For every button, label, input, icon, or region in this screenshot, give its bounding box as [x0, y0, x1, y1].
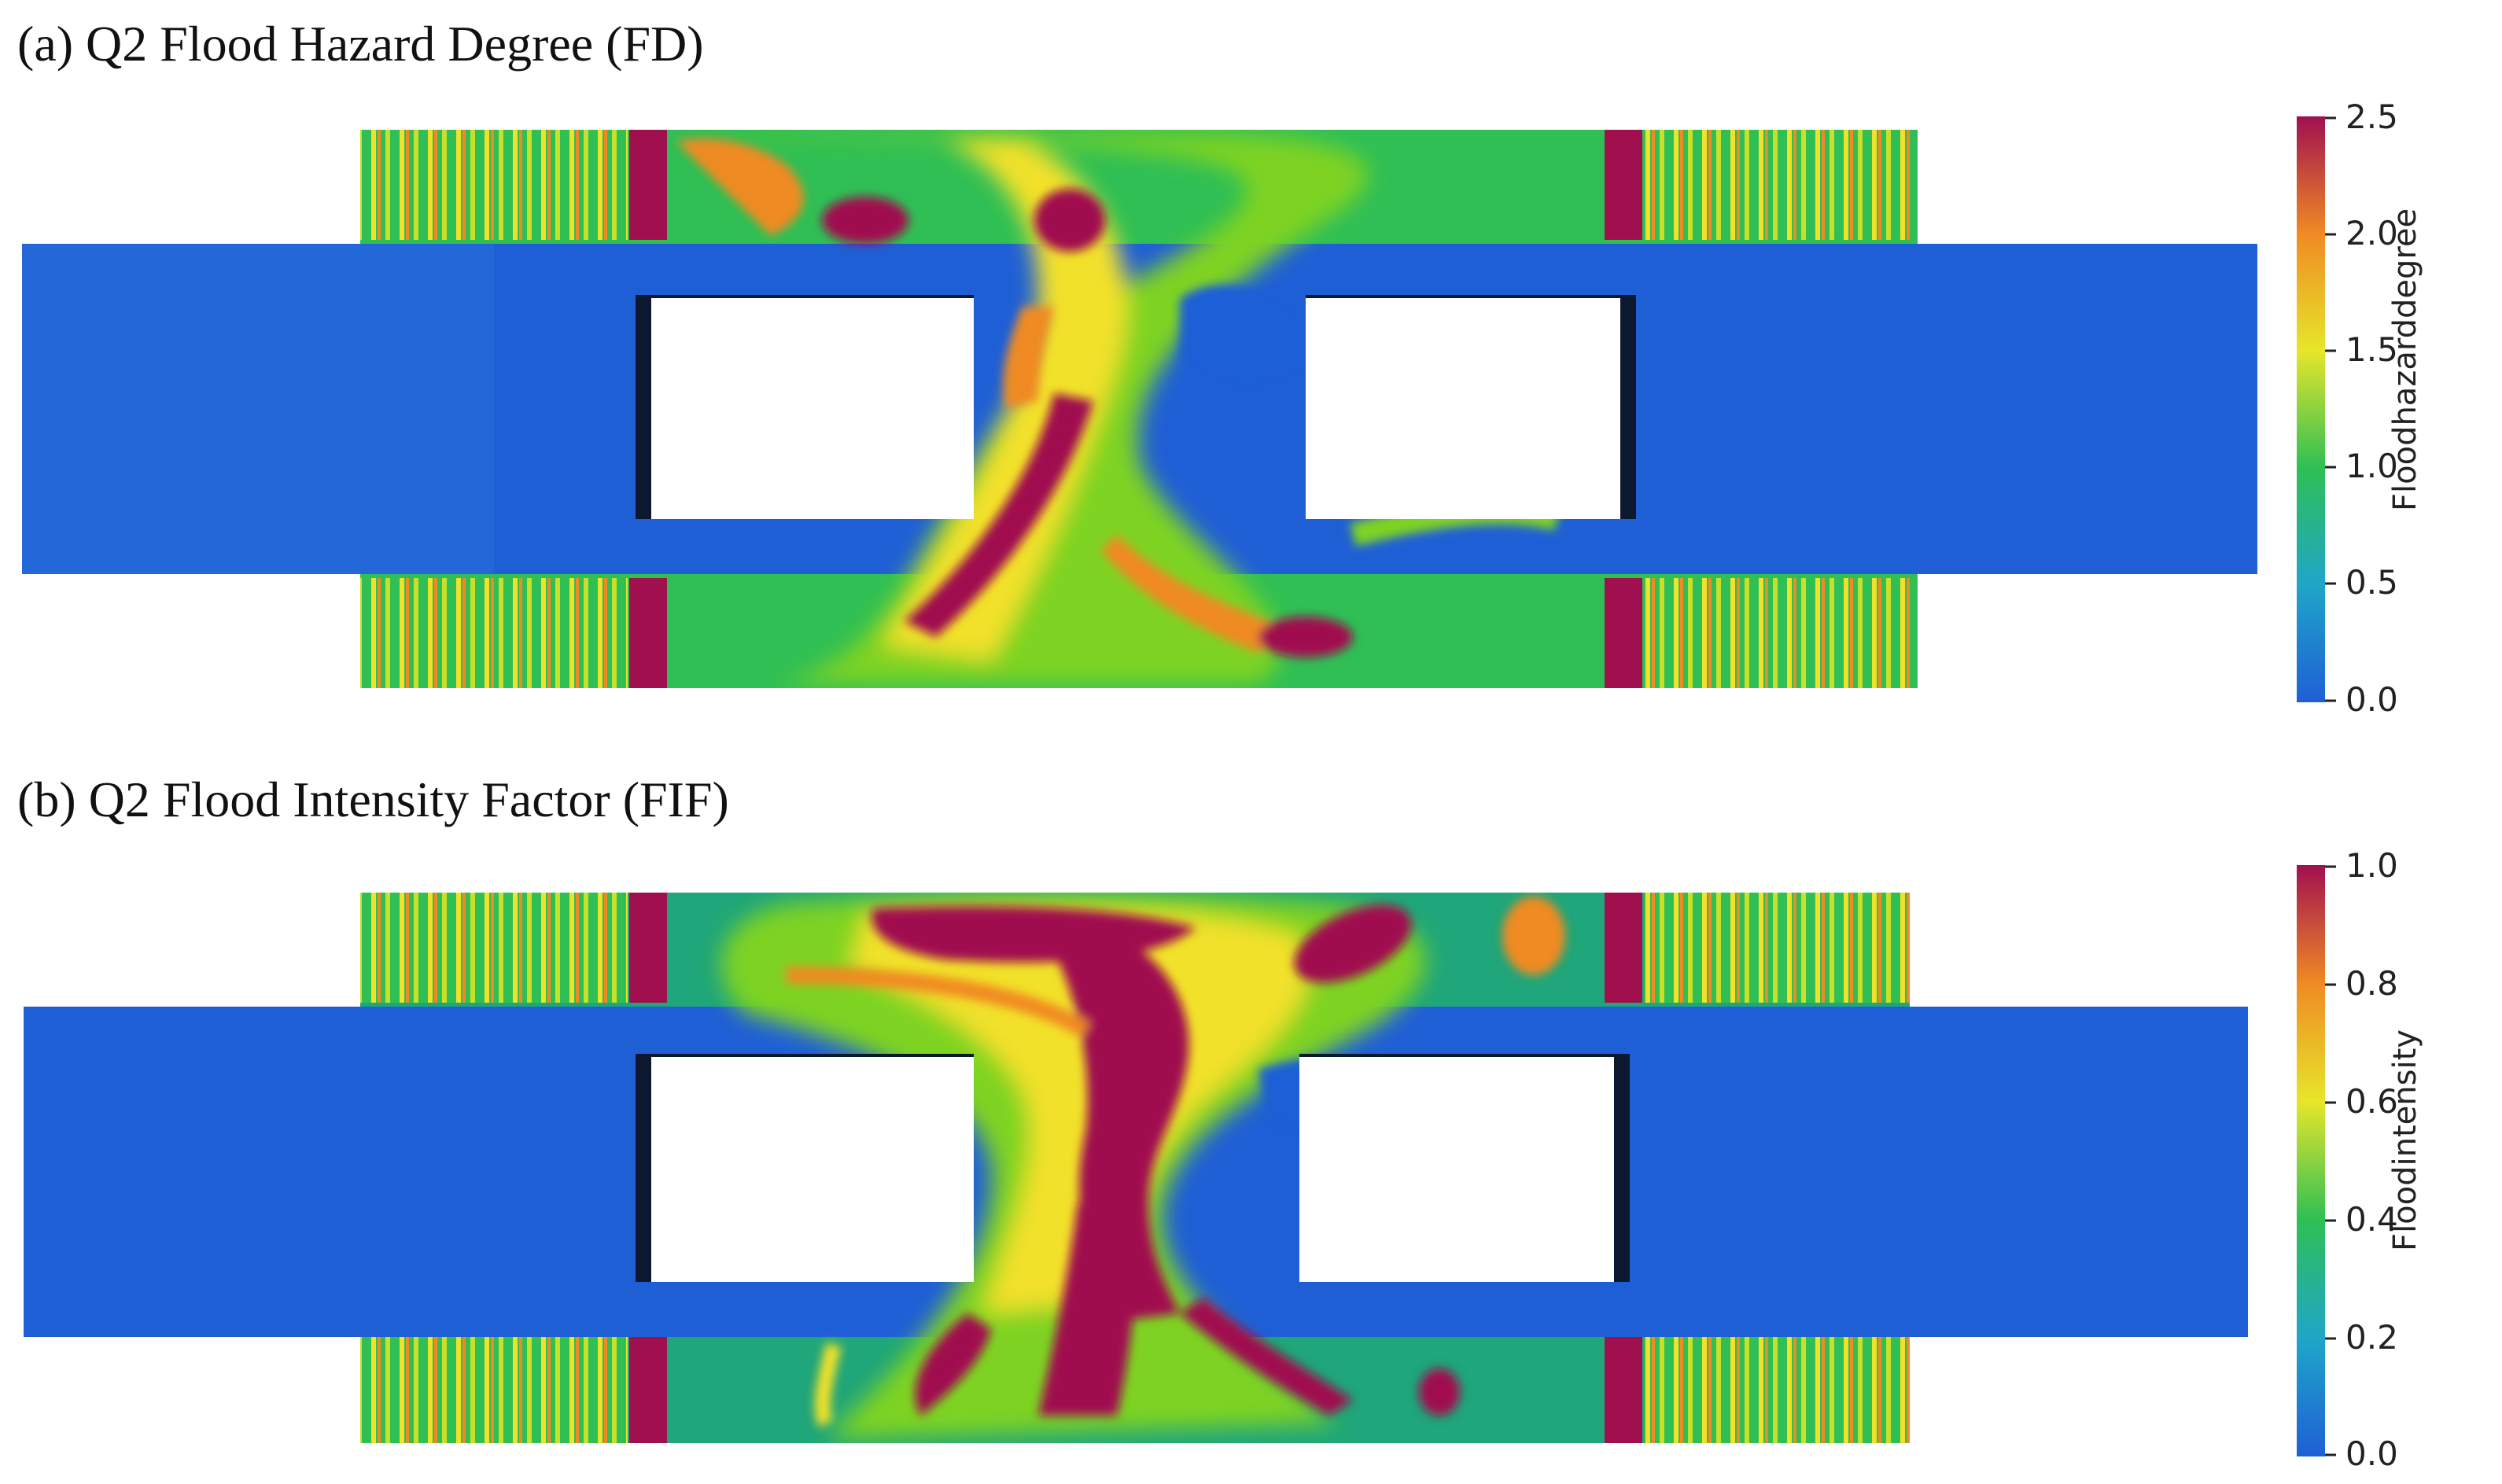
panel-b-title: (b) Q2 Flood Intensity Factor (FIF)	[17, 771, 729, 827]
panel-b-tick: 1.0	[2345, 846, 2398, 885]
panel-b-tick: 0.8	[2345, 964, 2398, 1003]
panel-a-tick: 1.5	[2345, 330, 2398, 369]
panel-b-flood-intensity-map	[24, 893, 2248, 1443]
panel-a-colorbar-title: Floodhazarddegree	[2387, 208, 2423, 511]
panel-b-tick: 0.0	[2345, 1434, 2398, 1473]
panel-b-tick: 0.2	[2345, 1318, 2398, 1357]
panel-b-colorbar	[2297, 865, 2336, 1456]
panel-b-tick: 0.4	[2345, 1200, 2398, 1239]
panel-a-colorbar	[2297, 116, 2336, 702]
panel-b-colorbar-title: Floodintensity	[2386, 1029, 2423, 1251]
panel-a-flood-hazard-map	[22, 130, 2257, 688]
panel-a-tick: 1.0	[2345, 447, 2398, 485]
panel-a-title: (a) Q2 Flood Hazard Degree (FD)	[17, 16, 704, 72]
panel-a-tick: 0.5	[2345, 563, 2398, 602]
panel-b-tick: 0.6	[2345, 1082, 2398, 1121]
panel-a-tick: 2.0	[2345, 214, 2398, 252]
panel-a-tick: 2.5	[2345, 98, 2398, 136]
panel-a-tick: 0.0	[2345, 680, 2398, 719]
